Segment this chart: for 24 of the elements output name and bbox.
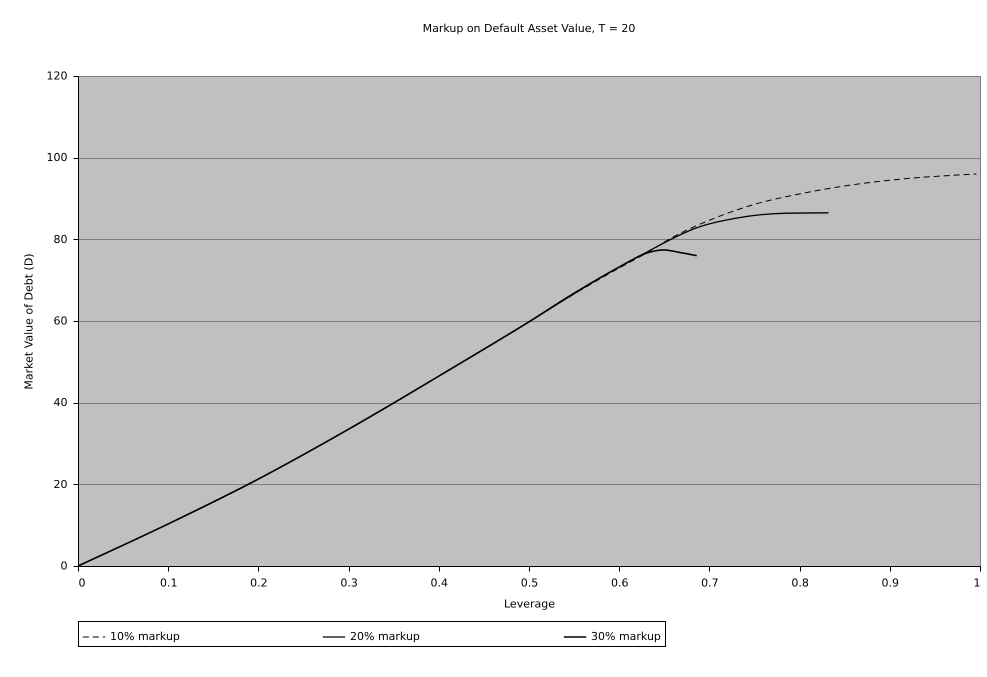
x-tick-label: 0.3 xyxy=(340,576,358,590)
x-tick-label: 1 xyxy=(974,576,980,590)
x-tick-label: 0.7 xyxy=(701,576,719,590)
x-tick-label: 0.4 xyxy=(430,576,448,590)
x-tick-label: 0.1 xyxy=(160,576,178,590)
y-tick-label: 20 xyxy=(54,478,68,491)
y-tick-label: 100 xyxy=(46,151,68,164)
x-tick-label: 0.8 xyxy=(791,576,809,590)
legend-label: 10% markup xyxy=(110,630,180,643)
y-tick-label: 40 xyxy=(54,396,68,410)
x-tick-label: 0.5 xyxy=(520,576,538,590)
y-tick-label: 60 xyxy=(54,314,68,328)
x-axis-title: Leverage xyxy=(504,598,556,610)
legend-label: 20% markup xyxy=(350,630,420,643)
y-tick-label: 80 xyxy=(54,232,68,246)
x-tick-label: 0.9 xyxy=(882,576,900,590)
x-tick-label: 0.2 xyxy=(250,576,268,590)
chart-title: Markup on Default Asset Value, T = 20 xyxy=(422,22,636,35)
legend-label: 30% markup xyxy=(591,630,661,643)
x-tick-label: 0 xyxy=(78,576,86,590)
y-tick-label: 120 xyxy=(46,70,68,82)
y-axis-title: Market Value of Debt (D) xyxy=(22,253,36,390)
y-tick-label: 0 xyxy=(60,560,68,572)
x-tick-label: 0.6 xyxy=(610,576,628,590)
